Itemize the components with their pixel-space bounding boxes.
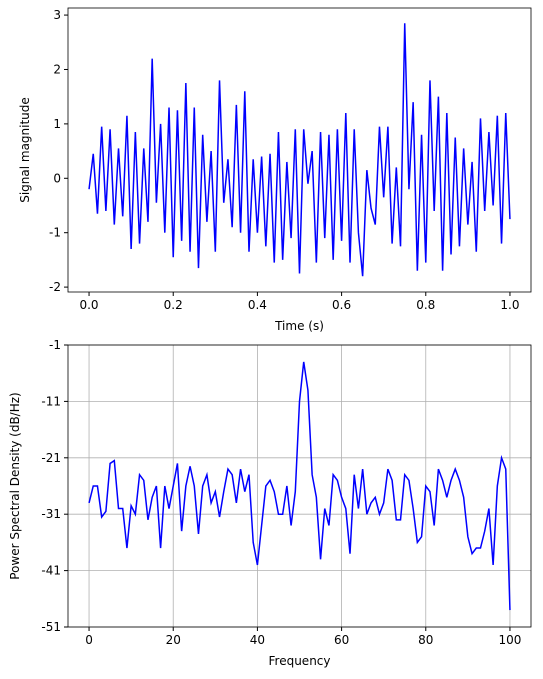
line-series [88, 23, 511, 277]
y-tick-label: -41 [41, 564, 61, 578]
x-tick-label: 40 [250, 633, 265, 647]
x-tick-label: 1.0 [500, 298, 519, 312]
x-tick-label: 20 [166, 633, 181, 647]
x-tick-label: 0.4 [248, 298, 267, 312]
y-tick-label: 3 [53, 8, 61, 22]
x-tick-label: 0.0 [79, 298, 98, 312]
y-tick-label: 0 [53, 171, 61, 185]
x-tick-label: 0.2 [164, 298, 183, 312]
y-axis-label: Signal magnitude [18, 97, 32, 203]
axes-frame [67, 344, 532, 628]
y-tick-label: -21 [41, 451, 61, 465]
y-tick-label: 1 [53, 117, 61, 131]
x-tick-label: 0 [85, 633, 93, 647]
x-axis-label: Time (s) [274, 319, 324, 333]
y-axis-label: Power Spectral Density (dB/Hz) [8, 392, 22, 579]
x-tick-label: 0.8 [416, 298, 435, 312]
y-tick-label: -2 [49, 280, 61, 294]
y-tick-label: 2 [53, 62, 61, 76]
line-series [88, 361, 511, 611]
y-tick-label: -31 [41, 507, 61, 521]
y-tick-label: -1 [49, 338, 61, 352]
x-tick-label: 60 [334, 633, 349, 647]
x-axis-label: Frequency [269, 654, 331, 668]
y-tick-label: -51 [41, 620, 61, 634]
x-tick-label: 80 [418, 633, 433, 647]
x-tick-label: 0.6 [332, 298, 351, 312]
axes-frame [67, 7, 532, 293]
y-tick-label: -1 [49, 226, 61, 240]
x-tick-label: 100 [499, 633, 522, 647]
y-tick-label: -11 [41, 394, 61, 408]
